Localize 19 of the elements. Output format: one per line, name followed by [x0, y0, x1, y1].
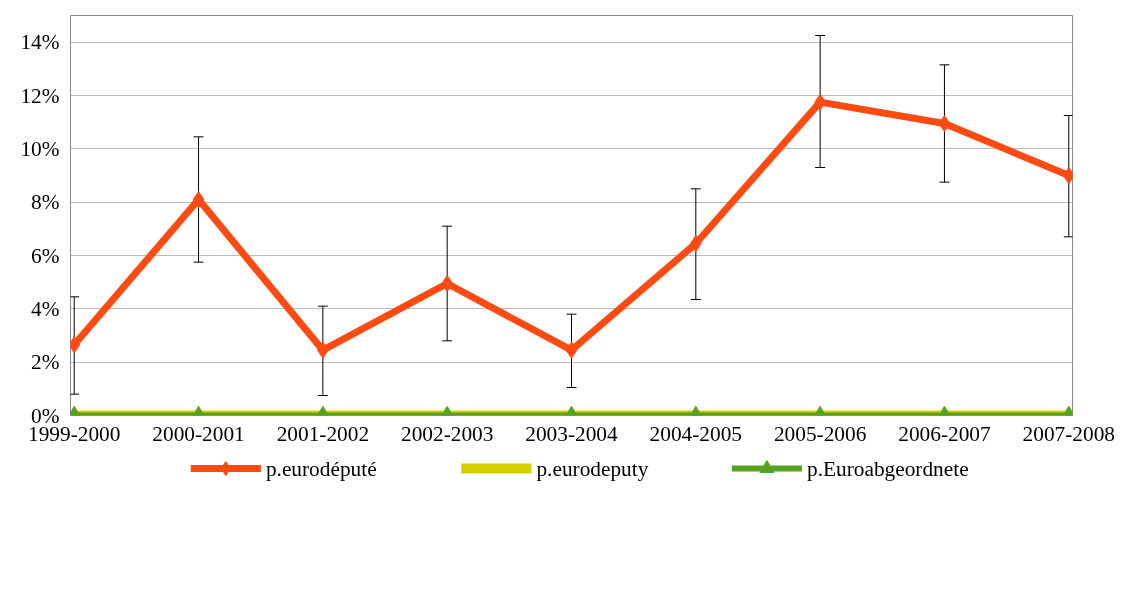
x-tick-label: 2000-2001 — [152, 421, 245, 446]
x-tick-label: 2007-2008 — [1022, 421, 1115, 446]
y-tick-label: 14% — [20, 30, 60, 55]
y-tick-label: 2% — [31, 350, 60, 375]
legend-label: p.Euroabgeordnete — [806, 456, 969, 481]
y-tick-label: 8% — [31, 190, 60, 215]
x-tick-label: 2002-2003 — [400, 421, 494, 446]
x-tick-label: 2004-2005 — [649, 421, 743, 446]
y-tick-label: 0% — [31, 403, 60, 428]
x-tick-label: 2003-2004 — [525, 421, 619, 446]
y-tick-label: 6% — [31, 243, 60, 268]
y-tick-label: 10% — [20, 136, 60, 161]
x-tick-label: 2001-2002 — [276, 421, 370, 446]
y-tick-label: 4% — [31, 296, 60, 321]
legend-label: p.eurodeputy — [536, 456, 649, 481]
legend-label: p.eurodéputé — [265, 456, 377, 481]
x-tick-label: 2006-2007 — [898, 421, 991, 446]
x-tick-label: 2005-2006 — [773, 421, 867, 446]
y-tick-label: 12% — [20, 83, 60, 108]
